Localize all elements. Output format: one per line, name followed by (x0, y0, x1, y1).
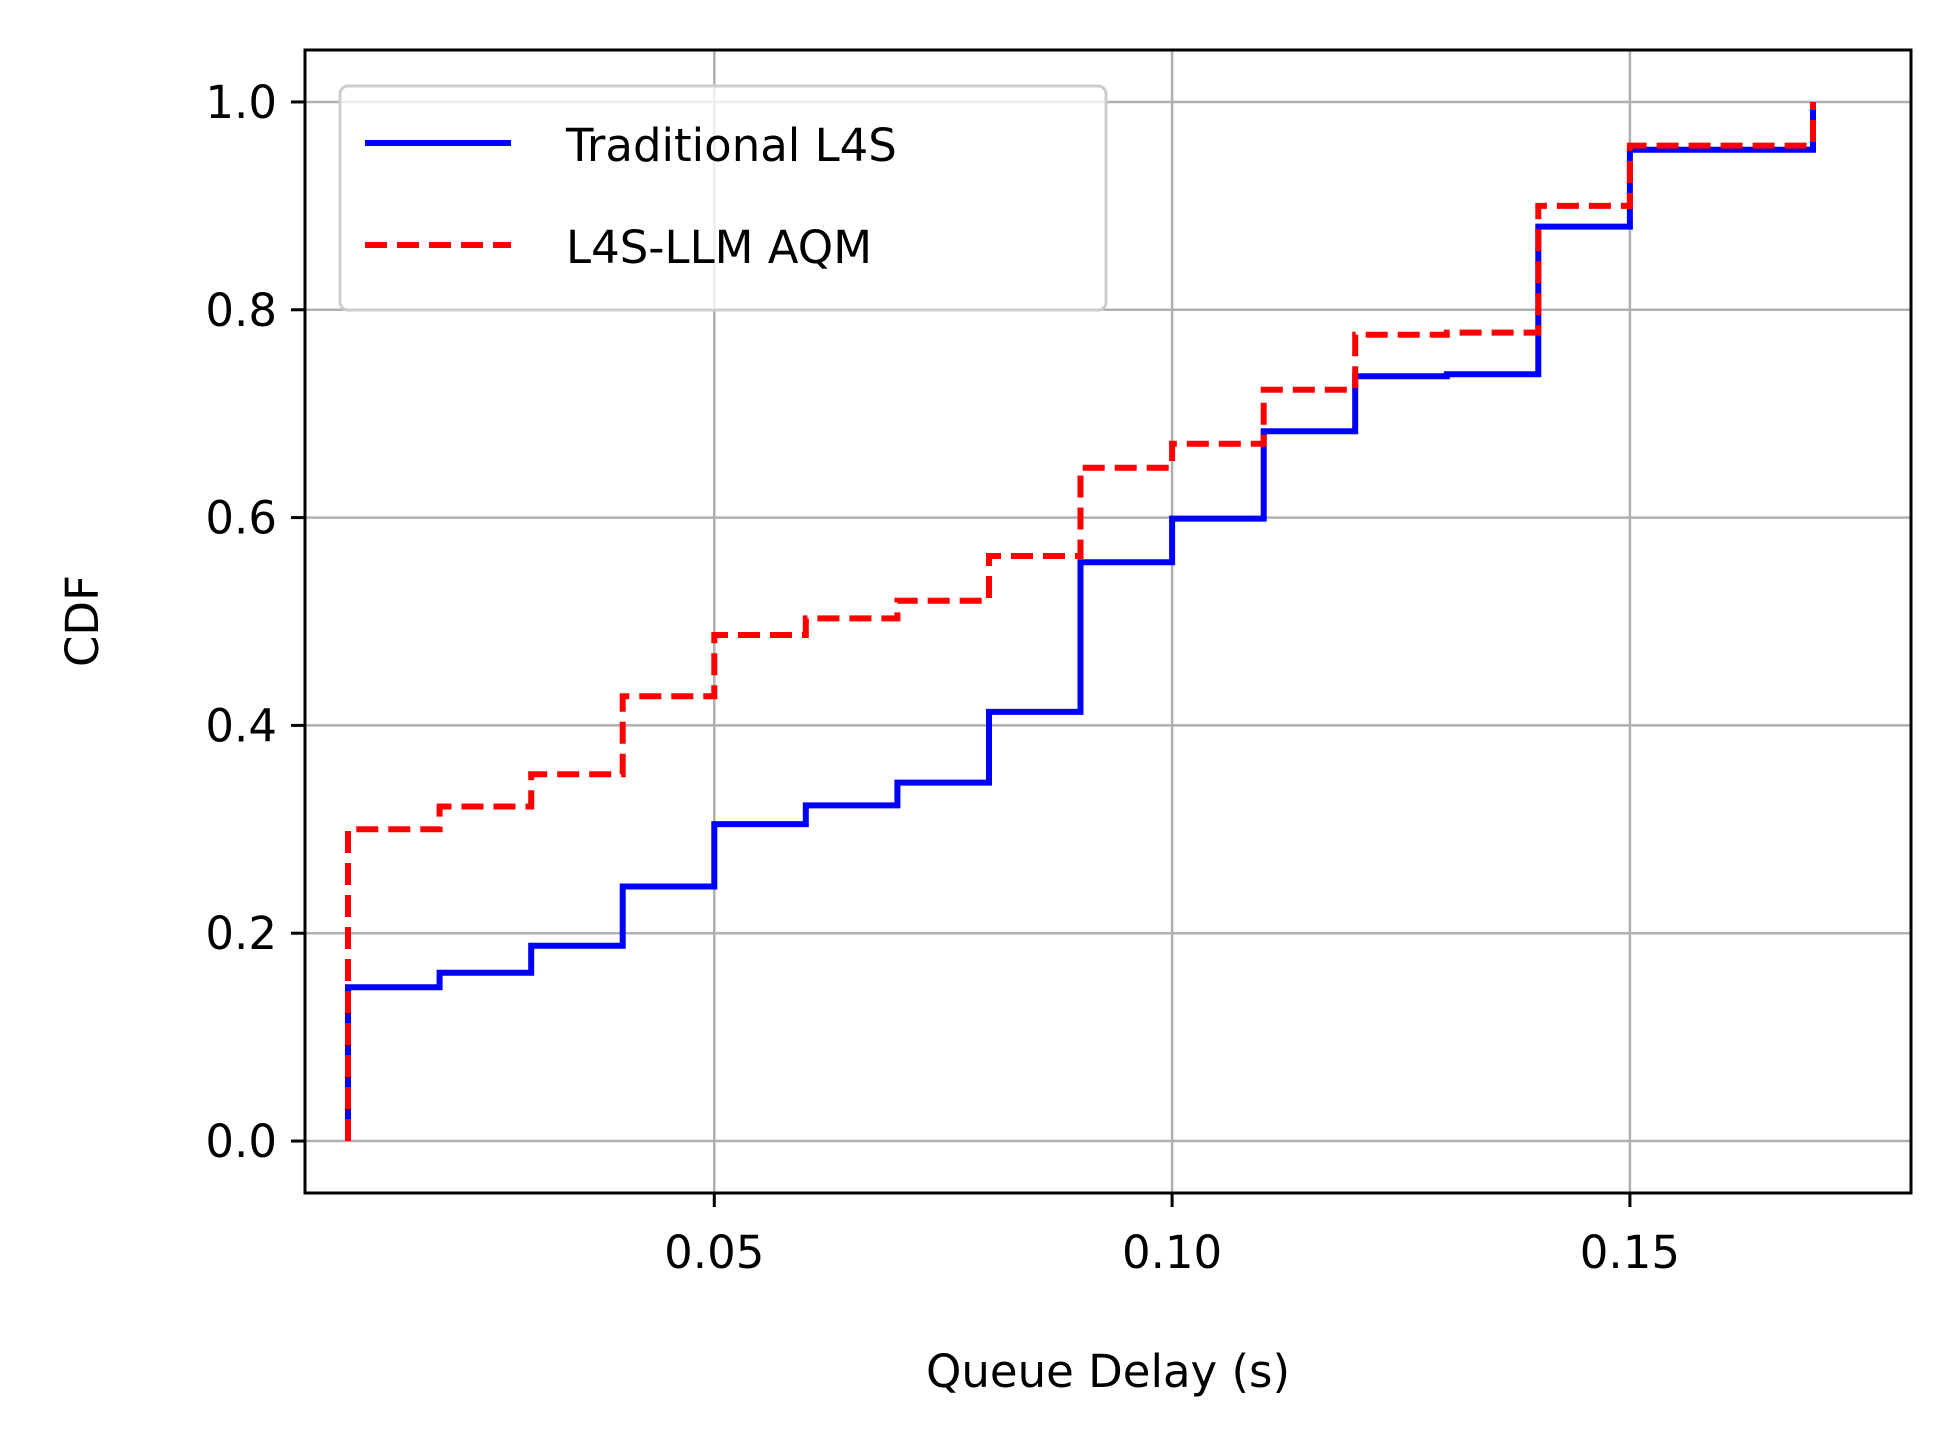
series-line-traditional-l4s (345, 102, 1816, 1141)
y-axis-label: CDF (56, 575, 109, 667)
legend-label-traditional-l4s: Traditional L4S (565, 119, 897, 172)
y-tick-label-0-8: 0.8 (205, 284, 277, 337)
plot-frame (303, 48, 1913, 1195)
x-tick-label-0-15: 0.15 (1580, 1226, 1680, 1279)
y-tick-label-0-0: 0.0 (205, 1115, 277, 1168)
x-tick-label-0-10: 0.10 (1122, 1226, 1222, 1279)
y-tick-label-0-6: 0.6 (205, 492, 277, 545)
x-tick-label-0-05: 0.05 (664, 1226, 764, 1279)
x-axis-label: Queue Delay (s) (926, 1345, 1290, 1398)
y-tick-label-0-2: 0.2 (205, 907, 277, 960)
y-tick-label-0-4: 0.4 (205, 699, 277, 752)
legend-box (338, 84, 1108, 312)
series-layer (345, 102, 1816, 1141)
axis-ticks: 0.05 0.10 0.15 0.0 0.2 0.4 0.6 0.8 1.0 (205, 76, 1680, 1279)
legend: Traditional L4S L4S-LLM AQM (338, 84, 1108, 312)
series-line-l4s-llm-aqm (345, 102, 1816, 1141)
legend-label-l4s-llm-aqm: L4S-LLM AQM (566, 221, 872, 274)
y-tick-label-1-0: 1.0 (205, 76, 277, 129)
